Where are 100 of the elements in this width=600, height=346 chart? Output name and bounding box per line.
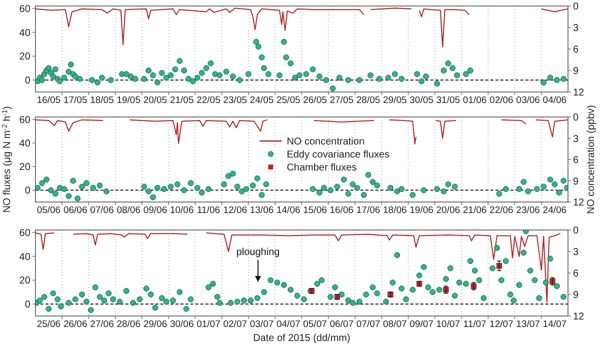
- x-tick-label: 26/06: [63, 319, 88, 330]
- x-tick-label: 05/06: [36, 205, 61, 216]
- y2-tick-label: 6: [573, 44, 579, 56]
- y2-tick-label: 9: [573, 290, 579, 301]
- x-tick-label: 23/05: [223, 95, 248, 106]
- x-tick-label: 29/06: [143, 319, 168, 330]
- y-tick-label: 0: [24, 76, 31, 87]
- y-tick-label: 60: [19, 228, 31, 239]
- x-tick-label: 10/06: [170, 205, 194, 216]
- x-tick-label: 12/06: [223, 205, 248, 216]
- x-tick-label: 22/05: [196, 95, 220, 106]
- legend-label: Eddy covariance fluxes: [286, 150, 390, 160]
- x-tick-label: 17/05: [63, 95, 88, 106]
- y2-tick-label: 9: [573, 66, 579, 77]
- y2-tick-label: 6: [573, 155, 579, 166]
- x-tick-label: 07/07: [356, 319, 380, 330]
- x-tick-label: 12/07: [490, 319, 514, 330]
- x-tick-label: 04/07: [276, 319, 300, 330]
- x-tick-label: 08/06: [116, 205, 140, 216]
- x-tick-label: 19/05: [116, 95, 140, 106]
- x-tick-label: 16/06: [330, 205, 354, 216]
- x-tick-label: 08/07: [383, 319, 407, 330]
- line-series: [206, 232, 561, 303]
- y-tick-label: 20: [19, 276, 31, 287]
- x-tick-label: 25/06: [36, 319, 61, 330]
- x-tick-label: 09/07: [410, 319, 434, 330]
- x-tick-label: 03/07: [250, 319, 274, 330]
- x-tick-label: 18/06: [383, 205, 407, 216]
- y2-tick-label: 0: [573, 2, 579, 12]
- x-tick-label: 22/06: [490, 205, 514, 216]
- x-tick-label: 09/06: [143, 205, 168, 216]
- x-tick-label: 14/07: [542, 319, 567, 330]
- x-tick-label: 29/05: [383, 95, 407, 106]
- x-tick-label: 27/05: [330, 95, 354, 106]
- y2-tick-label: 3: [573, 23, 579, 34]
- x-tick-label: 11/06: [196, 205, 220, 216]
- x-tick-label: 01/06: [462, 95, 487, 106]
- y-tick-label: 60: [19, 114, 31, 126]
- x-tick-label: 07/06: [90, 205, 114, 216]
- line-series: [535, 119, 568, 138]
- y2-tick-label: 0: [573, 226, 579, 236]
- y2-tick-label: 0: [573, 112, 579, 124]
- y2-tick-label: 3: [573, 247, 579, 258]
- line-series: [388, 119, 416, 144]
- x-tick-label: 27/06: [90, 319, 114, 330]
- x-tick-label: 13/07: [516, 319, 540, 330]
- x-tick-label: 26/05: [303, 95, 327, 106]
- y-tick-label: 40: [19, 138, 31, 150]
- x-tick-label: 01/07: [196, 319, 220, 330]
- y2-tick-label: 12: [573, 88, 585, 98]
- y2-tick-label: 12: [573, 312, 585, 322]
- y2-axis-title: NO concentration (ppbv): [586, 105, 597, 214]
- y2-tick-label: 3: [573, 134, 579, 145]
- x-tick-label: 02/06: [490, 95, 514, 106]
- x-tick-label: 05/07: [303, 319, 327, 330]
- x-tick-label: 21/05: [170, 95, 194, 106]
- point: [496, 263, 502, 269]
- x-tick-label: 19/06: [410, 205, 434, 216]
- line-series: [129, 119, 268, 144]
- y2-tick-label: 9: [573, 176, 579, 188]
- y-tick-label: 0: [24, 300, 31, 311]
- x-tick-label: 30/05: [410, 95, 434, 106]
- x-tick-label: 15/06: [303, 205, 327, 216]
- x-tick-label: 21/06: [462, 205, 487, 216]
- x-tick-label: 23/06: [516, 205, 540, 216]
- x-tick-label: 16/05: [36, 95, 61, 106]
- legend-label: NO concentration: [286, 136, 365, 148]
- x-tick-label: 28/05: [356, 95, 380, 106]
- x-axis-title: Date of 2015 (dd/mm): [253, 333, 350, 344]
- x-tick-label: 18/05: [90, 95, 114, 106]
- x-tick-label: 24/06: [542, 205, 567, 216]
- x-tick-label: 28/06: [116, 319, 140, 330]
- x-tick-label: 31/05: [436, 95, 460, 106]
- y-tick-label: 20: [19, 162, 31, 174]
- y-tick-label: 40: [19, 252, 31, 263]
- x-tick-label: 25/05: [276, 95, 300, 106]
- x-tick-label: 06/07: [330, 319, 354, 330]
- x-tick-label: 10/07: [436, 319, 460, 330]
- y-tick-label: 0: [24, 186, 31, 197]
- x-tick-label: 20/05: [143, 95, 168, 106]
- x-tick-label: 02/07: [223, 319, 248, 330]
- y-tick-label: 40: [19, 28, 31, 39]
- line-series: [72, 233, 188, 246]
- line-series: [35, 119, 104, 132]
- x-tick-label: 30/06: [170, 319, 194, 330]
- x-tick-label: 03/06: [516, 95, 540, 106]
- x-tick-label: 14/06: [276, 205, 300, 216]
- x-tick-label: 13/06: [250, 205, 274, 216]
- line-series: [35, 232, 55, 250]
- x-tick-label: 20/06: [436, 205, 460, 216]
- annotation: ploughing: [236, 247, 280, 258]
- y2-tick-label: 12: [573, 198, 585, 208]
- y-tick-label: 20: [19, 52, 31, 63]
- x-tick-label: 24/05: [250, 95, 274, 106]
- x-tick-label: 06/06: [63, 205, 88, 216]
- y-tick-label: 60: [19, 4, 31, 15]
- line-series: [418, 8, 470, 48]
- x-tick-label: 04/06: [542, 95, 567, 106]
- legend-label: Chamber fluxes: [286, 162, 357, 174]
- x-tick-label: 17/06: [356, 205, 380, 216]
